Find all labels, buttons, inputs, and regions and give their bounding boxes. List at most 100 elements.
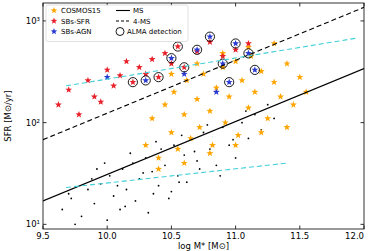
point bbox=[149, 56, 156, 63]
x-tick-label: 11.5 bbox=[290, 231, 309, 241]
point bbox=[183, 154, 185, 156]
point bbox=[68, 193, 70, 195]
point bbox=[207, 150, 214, 157]
point bbox=[171, 191, 173, 193]
point bbox=[167, 54, 176, 63]
point bbox=[232, 142, 239, 149]
series-points bbox=[55, 38, 252, 117]
x-tick-top bbox=[299, 3, 300, 7]
point bbox=[141, 76, 150, 85]
point bbox=[248, 137, 250, 139]
point bbox=[97, 98, 104, 105]
point bbox=[109, 175, 111, 177]
point bbox=[155, 165, 162, 172]
point bbox=[245, 104, 252, 111]
point bbox=[213, 88, 220, 95]
y-tick-label: 10³ bbox=[26, 16, 40, 26]
point bbox=[232, 40, 239, 47]
point bbox=[196, 124, 203, 131]
point bbox=[91, 178, 93, 180]
x-tick bbox=[364, 226, 365, 230]
point bbox=[241, 122, 243, 124]
x-tick-label: 11.0 bbox=[226, 231, 245, 241]
point bbox=[258, 129, 265, 136]
point bbox=[119, 209, 121, 211]
legend-label: MS bbox=[133, 7, 144, 15]
point bbox=[87, 189, 89, 191]
point bbox=[203, 132, 205, 134]
legend-swatch bbox=[51, 28, 57, 34]
legend-box bbox=[46, 5, 188, 42]
series-line bbox=[66, 163, 287, 187]
point bbox=[215, 164, 217, 166]
point bbox=[55, 101, 62, 108]
x-tick-label: 9.5 bbox=[36, 231, 50, 241]
chart: 9.510.010.511.011.512.010¹10²10³log M* [… bbox=[0, 0, 369, 251]
point bbox=[153, 193, 155, 195]
point bbox=[70, 197, 72, 199]
point bbox=[194, 46, 201, 53]
legend-label: 4-MS bbox=[133, 18, 151, 26]
x-tick-top bbox=[364, 3, 365, 7]
legend: COSMOS15SBs-SFRSBs-AGNMS4-MSALMA detecti… bbox=[46, 5, 188, 42]
point bbox=[168, 71, 175, 78]
y-tick-right bbox=[361, 224, 365, 225]
point bbox=[168, 197, 170, 199]
point bbox=[173, 144, 175, 146]
point bbox=[110, 82, 117, 89]
point bbox=[186, 181, 188, 183]
y-tick-right bbox=[361, 20, 365, 21]
point bbox=[91, 93, 98, 100]
point bbox=[155, 154, 162, 161]
point bbox=[219, 53, 226, 60]
legend-label: SBs-AGN bbox=[61, 28, 92, 36]
point bbox=[232, 139, 234, 141]
point bbox=[123, 58, 130, 65]
x-tick bbox=[43, 226, 44, 230]
point bbox=[142, 77, 149, 84]
point bbox=[284, 60, 291, 67]
point bbox=[251, 66, 258, 73]
point bbox=[135, 200, 137, 202]
point bbox=[124, 206, 126, 208]
series-points bbox=[61, 104, 275, 225]
point bbox=[168, 60, 175, 67]
y-tick-label: 10¹ bbox=[26, 219, 40, 229]
point bbox=[181, 111, 188, 118]
legend-swatch bbox=[116, 10, 130, 11]
point bbox=[136, 64, 143, 71]
point bbox=[192, 45, 201, 54]
point bbox=[245, 40, 252, 47]
point bbox=[155, 74, 162, 81]
point bbox=[129, 152, 131, 154]
x-tick-label: 12.0 bbox=[345, 231, 364, 241]
point bbox=[155, 141, 157, 143]
x-tick-top bbox=[235, 3, 236, 7]
point bbox=[106, 219, 108, 221]
legend-label: ALMA detection bbox=[127, 28, 182, 36]
point bbox=[284, 124, 291, 131]
point bbox=[244, 49, 253, 58]
point bbox=[154, 73, 163, 82]
point bbox=[239, 77, 246, 84]
point bbox=[226, 79, 233, 86]
legend-swatch bbox=[116, 20, 130, 21]
point bbox=[76, 111, 83, 118]
point bbox=[271, 79, 278, 86]
point bbox=[65, 86, 72, 93]
point bbox=[181, 160, 188, 167]
point bbox=[147, 212, 149, 214]
point bbox=[61, 209, 63, 211]
point bbox=[194, 151, 196, 153]
point bbox=[174, 43, 181, 50]
x-axis-label: log M* [M⊙] bbox=[178, 241, 229, 251]
x-tick bbox=[299, 226, 300, 230]
point bbox=[171, 88, 178, 95]
series-line bbox=[43, 7, 364, 139]
point bbox=[181, 134, 183, 136]
series-line bbox=[43, 69, 364, 201]
legend-label: COSMOS15 bbox=[61, 7, 101, 15]
legend-swatch bbox=[116, 28, 124, 36]
point bbox=[178, 181, 180, 183]
point bbox=[74, 223, 76, 225]
